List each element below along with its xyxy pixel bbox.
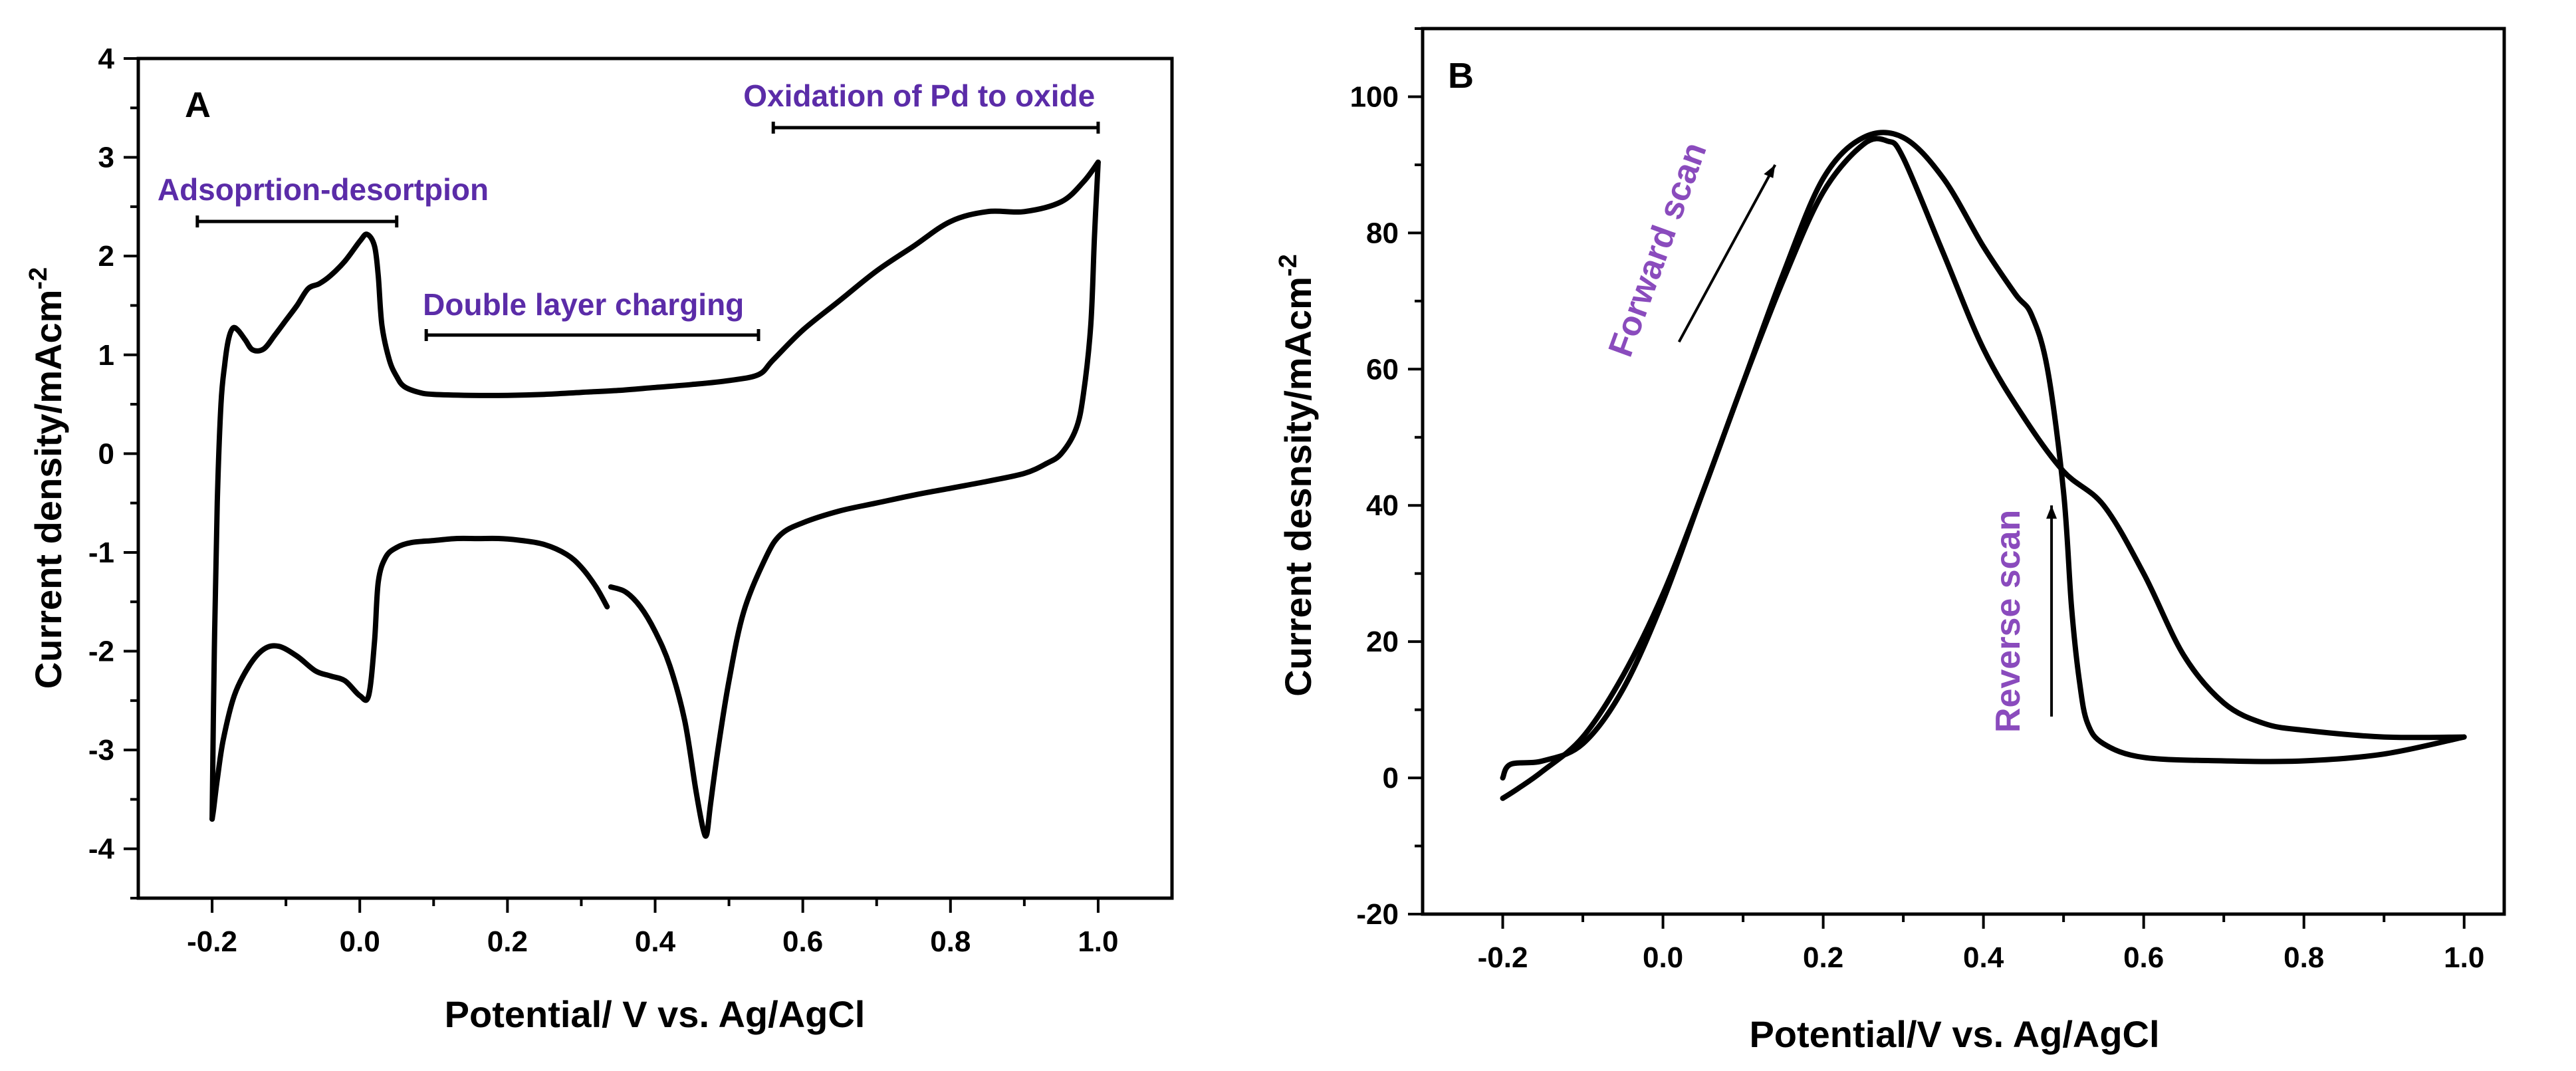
panel-a-x-tick-label: 0.4 (635, 925, 676, 958)
panel-b-reverse-scan-label: Reverse scan (1989, 510, 2028, 733)
panel-b-y-axis-title: Current desnsity/mAcm-2 (1274, 254, 1319, 697)
panel-b-x-tick-label: 0.2 (1803, 941, 1843, 974)
panel-b-y-tick-label: 100 (1350, 80, 1399, 113)
panel-a-series-cathodic (608, 160, 1101, 839)
panel-a-y-axis-title-sup: -2 (25, 267, 53, 290)
panel-a-y-tick-label: -3 (88, 734, 114, 767)
panel-a-y-axis-title: Current density/mAcm-2 (25, 267, 69, 689)
panel-b-plot-frame (1421, 27, 2506, 916)
panel-a-y-tick-label: -4 (88, 833, 115, 866)
panel-a-series-cathodic-h-region (209, 535, 610, 822)
panel-b-ticks: -0.2 0.0 0.2 0.4 0.6 0.8 1.0 -20 0 20 40 60 80 100 (1350, 27, 2484, 974)
panel-b-series-forward (1500, 136, 2467, 801)
panel-a-series-anodic (209, 160, 1101, 822)
panel-a-y-tick-label: -2 (88, 636, 114, 668)
panel-a-annotation-bracket (195, 215, 399, 228)
panel-b: -0.2 0.0 0.2 0.4 0.6 0.8 1.0 -20 0 20 40 60 80 100 Fo… (1274, 27, 2506, 1055)
panel-a-annotation-label: Double layer charging (423, 287, 744, 322)
panel-b-forward-arrowhead (1764, 164, 1776, 178)
panel-b-curves (1500, 130, 2467, 801)
panel-b-y-tick-label: -20 (1356, 898, 1399, 931)
panel-a-x-tick-label: 0.2 (487, 925, 528, 958)
panel-a-y-tick-label: 2 (98, 240, 114, 273)
panel-a-x-tick-label: 0.6 (782, 925, 823, 958)
panel-b-y-tick-label: 40 (1366, 489, 1399, 522)
panel-b-x-tick-label: 0.6 (2123, 941, 2164, 974)
panel-b-series-reverse (1500, 130, 2467, 781)
panel-a-annotation-bracket (771, 122, 1100, 134)
panel-b-y-axis-title-sup: -2 (1274, 254, 1302, 277)
panel-b-forward-scan-label: Forward scan (1601, 138, 1714, 362)
panel-b-y-tick-label: 0 (1383, 762, 1399, 794)
panel-b-y-axis-title-main: Current desnsity/mAcm (1277, 277, 1319, 697)
panel-a-x-tick-label: 0.8 (930, 925, 971, 958)
panel-a-label: A (185, 85, 211, 125)
panel-a-y-tick-label: 0 (98, 437, 114, 470)
panel-a-ticks: -0.2 0.0 0.2 0.4 0.6 0.8 1.0 -4 -3 -2 -1 0 1 2 3 4 (88, 43, 1119, 958)
panel-a-y-axis-title-main: Current density/mAcm (27, 290, 69, 689)
panel-b-y-tick-label: 20 (1366, 626, 1399, 658)
panel-a-y-tick-label: 3 (98, 142, 114, 174)
panel-b-x-axis-title: Potential/V vs. Ag/AgCl (1749, 1013, 2159, 1055)
panel-a-annotation-label: Adsoprtion-desortpion (158, 172, 489, 207)
panel-a-annotations: Adsoprtion-desortpion Double layer chargi… (158, 78, 1100, 342)
panel-b-x-tick-label: 0.0 (1643, 941, 1683, 974)
panel-b-x-tick-label: -0.2 (1478, 941, 1528, 974)
panel-b-y-tick-label: 80 (1366, 217, 1399, 249)
panel-b-x-tick-label: 0.8 (2283, 941, 2324, 974)
panel-a-y-tick-label: 4 (98, 43, 115, 75)
panel-b-forward-arrow (1677, 164, 1777, 343)
panel-a-annotation-label: Oxidation of Pd to oxide (743, 78, 1095, 113)
panel-a-y-tick-label: -1 (88, 536, 114, 569)
panel-a-x-tick-label: 0.0 (340, 925, 380, 958)
panel-b-y-tick-label: 60 (1366, 353, 1399, 386)
panel-b-x-tick-label: 0.4 (1963, 941, 2004, 974)
panel-b-annotations: Forward scan Reverse scan (1601, 138, 2057, 733)
panel-a-curves (209, 160, 1101, 839)
panel-b-reverse-arrowhead (2046, 505, 2057, 519)
panel-a: -0.2 0.0 0.2 0.4 0.6 0.8 1.0 -4 -3 -2 -1 0 1 2 3 4 Adso… (25, 43, 1174, 1035)
panel-a-x-axis-title: Potential/ V vs. Ag/AgCl (445, 993, 866, 1035)
panel-a-x-tick-label: -0.2 (187, 925, 237, 958)
panel-a-x-tick-label: 1.0 (1078, 925, 1118, 958)
panel-a-y-tick-label: 1 (98, 339, 114, 372)
panel-b-label: B (1448, 56, 1474, 96)
panel-a-annotation-bracket (424, 329, 761, 342)
panel-b-x-tick-label: 1.0 (2444, 941, 2484, 974)
